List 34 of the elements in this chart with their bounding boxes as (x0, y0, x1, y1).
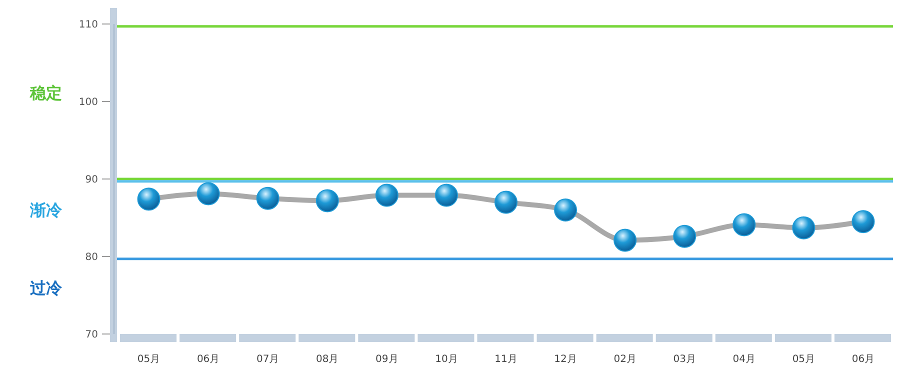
point (434, 184, 458, 207)
x-tick-label: 03月 (673, 354, 696, 365)
x-tick-label: 05月 (792, 354, 816, 365)
x-tick-label: 06月 (196, 354, 220, 365)
y-tick-label: 70 (85, 330, 98, 340)
x-tick-label: 02月 (614, 354, 636, 365)
x-tick-label: 10月 (435, 354, 458, 365)
point (196, 182, 220, 206)
x-tick-label: 08月 (316, 354, 339, 365)
point (256, 186, 280, 210)
text: 渐冷 (29, 200, 63, 220)
y-tick-label: 80 (85, 252, 98, 263)
y-tick-label: 90 (85, 174, 98, 186)
point (375, 184, 398, 207)
x-tick-label: 04月 (732, 354, 756, 365)
point (137, 188, 160, 211)
point (673, 224, 696, 248)
x-tick-label: 07月 (256, 354, 280, 365)
x-tick-label: 05月 (137, 354, 160, 365)
point (316, 189, 339, 212)
x-tick-label: 09月 (376, 354, 398, 365)
point (732, 213, 756, 236)
point (614, 228, 637, 252)
point (494, 190, 518, 214)
y-tick-label: 110 (78, 20, 98, 30)
point (852, 210, 875, 234)
text: 稳定 (29, 84, 62, 103)
x-tick-label: 11月 (494, 354, 518, 365)
x-tick-label: 12月 (554, 354, 577, 365)
text: 过冷 (29, 278, 63, 298)
y-tick-label: 100 (78, 97, 98, 108)
x-tick-label: 06月 (852, 354, 875, 365)
point (792, 216, 816, 240)
point (554, 198, 578, 222)
